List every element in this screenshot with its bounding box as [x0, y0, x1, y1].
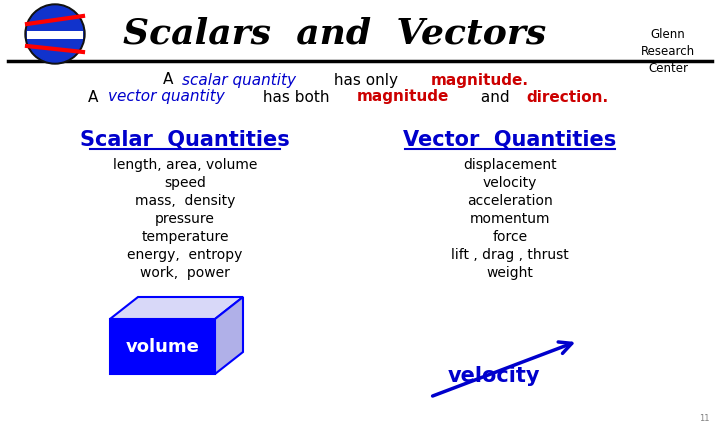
- Text: mass,  density: mass, density: [135, 193, 235, 207]
- Text: lift , drag , thrust: lift , drag , thrust: [451, 248, 569, 262]
- Text: has both: has both: [258, 89, 335, 104]
- Text: Scalars  and  Vectors: Scalars and Vectors: [123, 16, 546, 50]
- Text: energy,  entropy: energy, entropy: [127, 248, 243, 262]
- Text: pressure: pressure: [155, 211, 215, 225]
- Text: has only: has only: [329, 72, 408, 87]
- Text: NASA: NASA: [37, 31, 72, 41]
- Text: weight: weight: [487, 265, 534, 279]
- Text: A: A: [88, 89, 104, 104]
- Text: 11: 11: [700, 413, 710, 422]
- Text: A: A: [163, 72, 178, 87]
- Text: Glenn
Research
Center: Glenn Research Center: [641, 28, 695, 75]
- Text: Vector  Quantities: Vector Quantities: [403, 130, 616, 150]
- Text: and: and: [476, 89, 515, 104]
- Text: work,  power: work, power: [140, 265, 230, 279]
- Text: length, area, volume: length, area, volume: [113, 158, 257, 172]
- Text: Scalar  Quantities: Scalar Quantities: [80, 130, 290, 150]
- Text: scalar quantity: scalar quantity: [182, 72, 296, 87]
- Text: direction.: direction.: [526, 89, 608, 104]
- Text: displacement: displacement: [463, 158, 557, 172]
- Text: force: force: [492, 230, 528, 243]
- Polygon shape: [110, 297, 243, 319]
- Text: magnitude: magnitude: [357, 89, 449, 104]
- Polygon shape: [215, 297, 243, 374]
- Polygon shape: [27, 32, 83, 40]
- Text: temperature: temperature: [141, 230, 229, 243]
- Text: magnitude.: magnitude.: [431, 72, 529, 87]
- Text: vector quantity: vector quantity: [108, 89, 225, 104]
- Polygon shape: [110, 319, 215, 374]
- Text: velocity: velocity: [483, 176, 537, 190]
- Text: speed: speed: [164, 176, 206, 190]
- Circle shape: [25, 5, 85, 65]
- Text: momentum: momentum: [469, 211, 550, 225]
- Circle shape: [27, 7, 83, 63]
- Text: velocity: velocity: [448, 365, 541, 385]
- Text: volume: volume: [125, 338, 199, 356]
- Text: acceleration: acceleration: [467, 193, 553, 207]
